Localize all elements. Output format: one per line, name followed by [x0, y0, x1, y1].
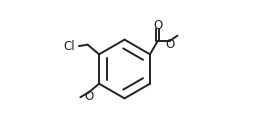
Text: O: O: [166, 38, 175, 51]
Text: Cl: Cl: [63, 40, 75, 53]
Text: O: O: [84, 90, 93, 103]
Text: O: O: [153, 19, 162, 32]
